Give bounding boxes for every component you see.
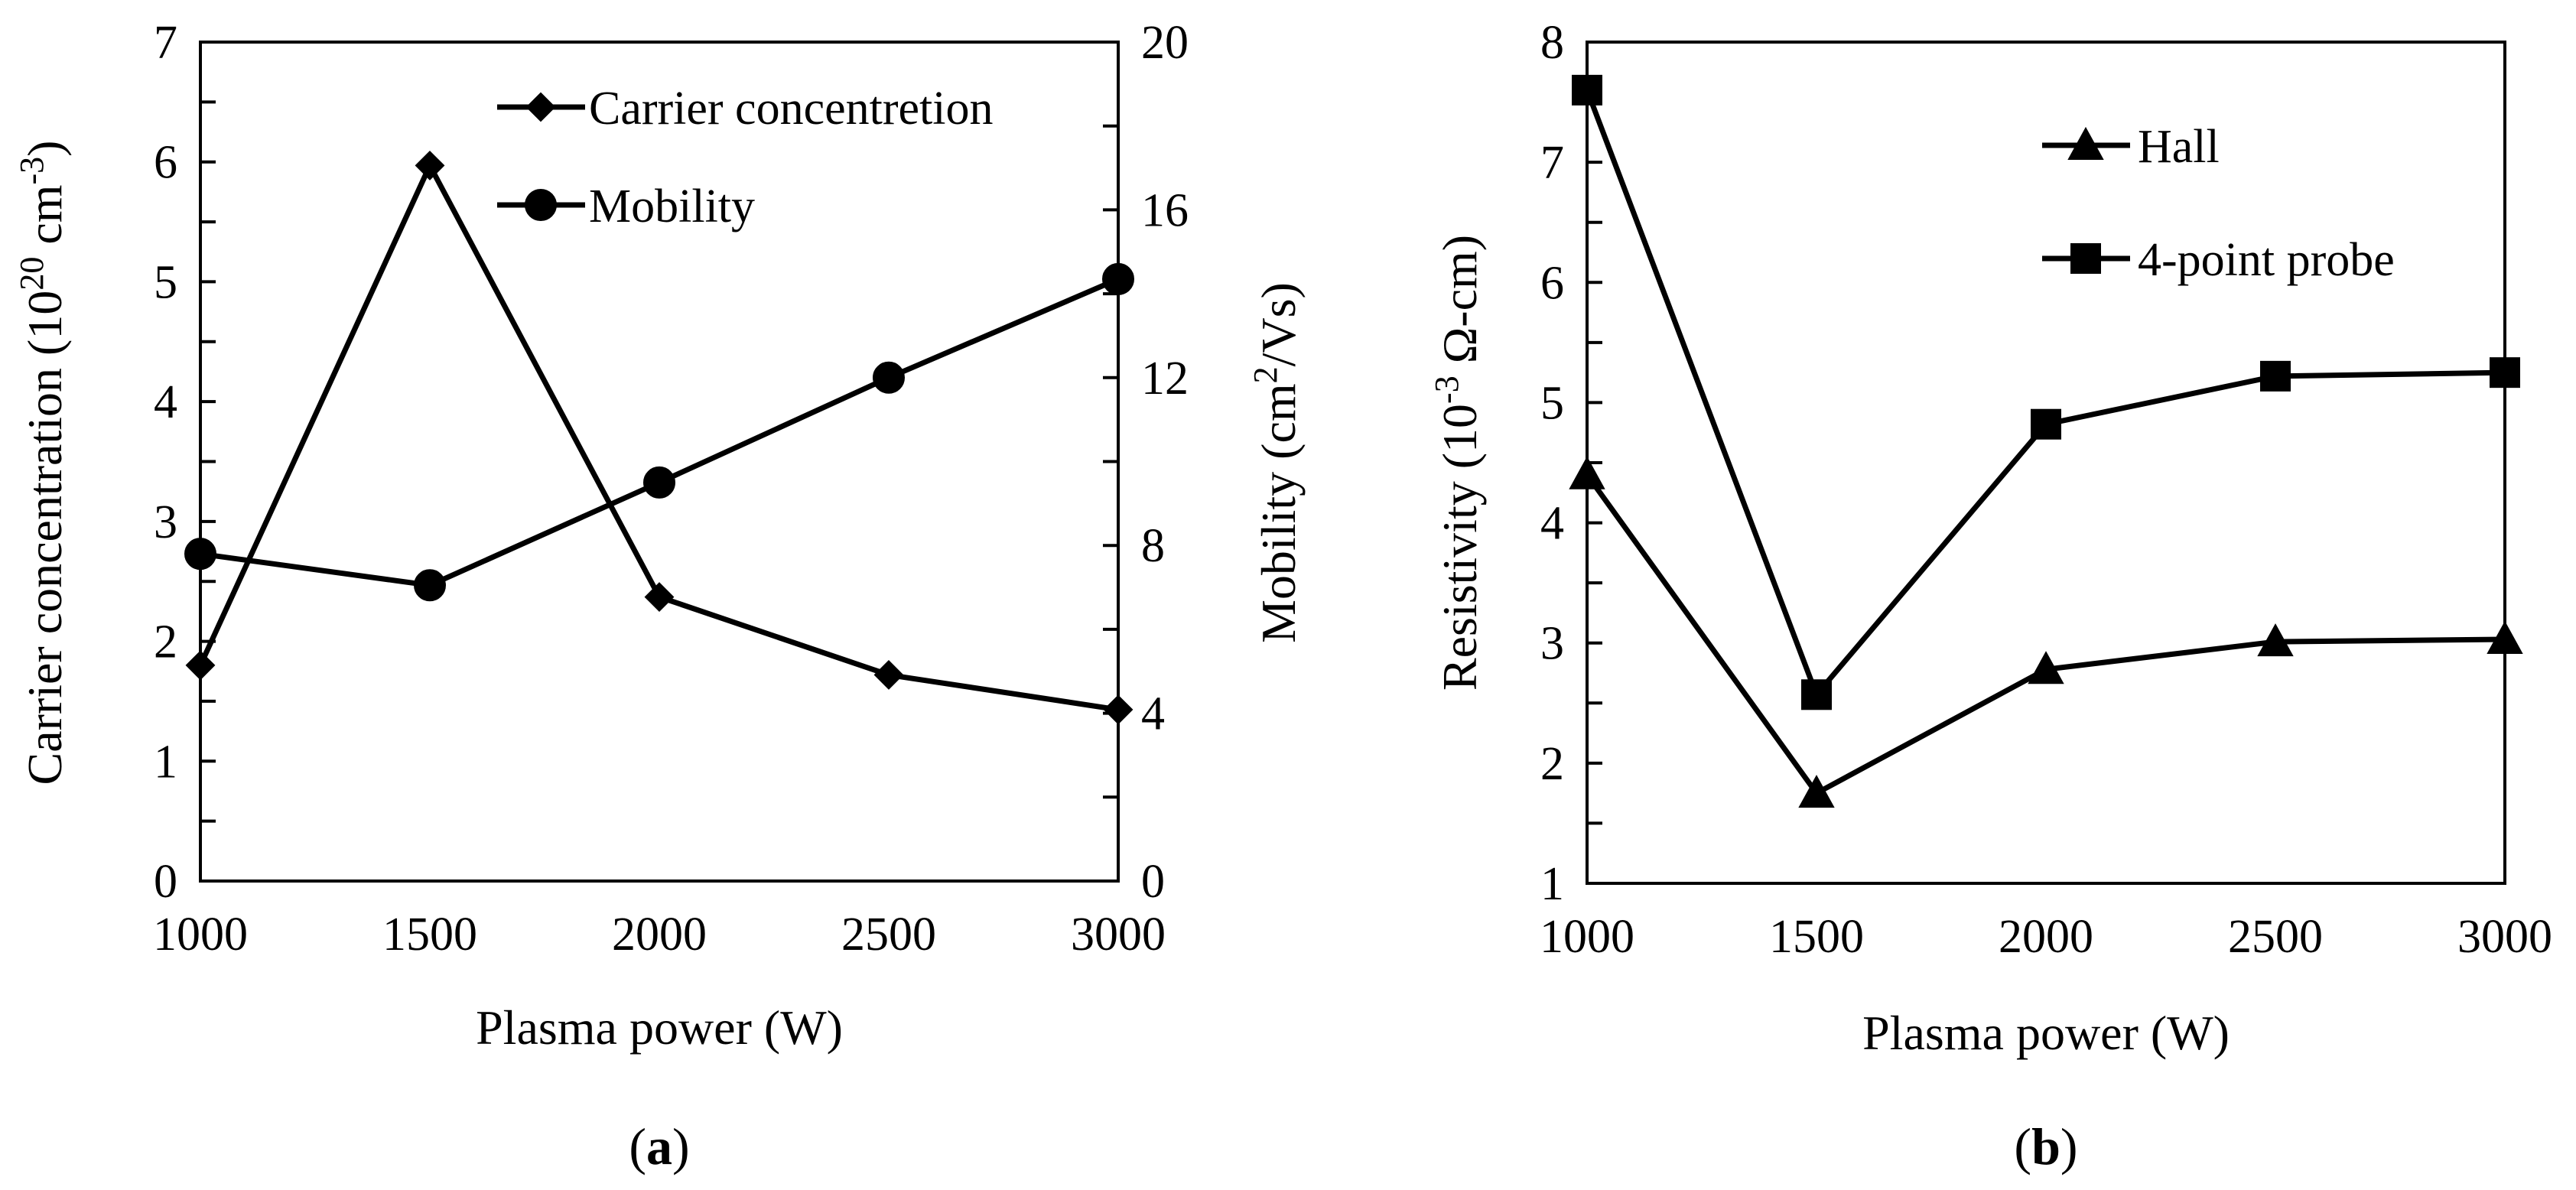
panel-a-left-y-tick-label: 0: [154, 856, 177, 908]
panel-a-right-y-tick-label: 0: [1141, 856, 1165, 908]
panel-a-mobility-line: [200, 276, 1120, 588]
panel-b-x-tick-label: 2000: [1999, 911, 2093, 963]
panel-b-x-axis-title: Plasma power (W): [1862, 1006, 2230, 1060]
panel-a-right-y-tick-label: 12: [1141, 353, 1189, 405]
panel-b-legend: Hall 4-point probe: [2042, 121, 2395, 286]
panel-b-left-y-tick-label: 7: [1540, 137, 1564, 189]
panel-b-hall-point: [2487, 620, 2523, 654]
panel-a-left-y-tick-label: 1: [154, 736, 177, 788]
panel-a-mobility-point: [1102, 262, 1134, 295]
panel-a-left-y-tick-label: 4: [154, 376, 177, 428]
panel-b-left-y-tick-label: 1: [1540, 858, 1564, 910]
panel-a-series: [184, 151, 1134, 725]
panel-b-hall-point: [2028, 651, 2064, 684]
panel-b-tick-labels: 1000 1500 2000 2500 3000 1 2 3 4 5 6 7 8: [1540, 17, 2552, 963]
panel-b-y-axis-title: Resistivity (10-3 Ω-cm): [1428, 235, 1487, 691]
panel-b-hall-point: [1569, 456, 1605, 489]
panel-a-left-y-tick-label: 2: [154, 616, 177, 668]
panel-a-caption: (a): [629, 1117, 689, 1175]
panel-a-mobility-point: [414, 569, 446, 602]
panel-b-left-y-tick-label: 8: [1540, 17, 1564, 69]
panel-a-carrier-concentretion-line: [197, 159, 1119, 713]
panel-a-mobility-point: [184, 538, 216, 571]
legend-mobility-circle-icon: [525, 189, 557, 221]
panel-b-4-point-probe-line: [1584, 89, 2506, 701]
legend-mobility-label: Mobility: [589, 180, 755, 232]
panel-b-x-tick-label: 3000: [2457, 911, 2552, 963]
panel-a-left-y-tick-label: 5: [154, 256, 177, 308]
panel-b-left-y-tick-label: 4: [1540, 498, 1564, 550]
panel-b-4-point-probe-point: [2490, 357, 2520, 389]
panel-b-plot-frame: [1586, 41, 2506, 885]
panel-b-hall-point: [2257, 623, 2294, 657]
panel-b-4-point-probe-point: [1801, 679, 1832, 710]
panel-a-left-y-tick-label: 6: [154, 137, 177, 189]
panel-b-x-tick-label: 2500: [2228, 911, 2323, 963]
panel-b: 1000 1500 2000 2500 3000 1 2 3 4 5 6 7 8 Plasma powe…: [1428, 17, 2552, 1175]
panel-a-carrier-concentretion-point: [185, 650, 216, 681]
panel-b-left-y-tick-label: 3: [1540, 618, 1564, 670]
legend-4pp-square-icon: [2070, 243, 2101, 274]
panel-a-x-tick-label: 1000: [153, 909, 248, 961]
panel-a-left-y-tick-label: 3: [154, 496, 177, 548]
panel-b-caption: (b): [2014, 1117, 2077, 1175]
panel-b-left-y-tick-label: 6: [1540, 257, 1564, 309]
panel-a-carrier-concentretion-point: [873, 660, 904, 690]
legend-carrier-diamond-icon: [525, 92, 556, 122]
panel-b-left-y-tick-label: 2: [1540, 738, 1564, 790]
panel-a-mobility-point: [873, 361, 905, 394]
panel-a-x-tick-label: 1500: [382, 909, 477, 961]
panel-b-4-point-probe-point: [2031, 408, 2061, 440]
panel-a-mobility-point: [643, 466, 675, 499]
panel-a-carrier-concentretion-point: [644, 582, 675, 613]
panel-a-x-tick-label: 3000: [1071, 909, 1166, 961]
panel-a-x-tick-label: 2000: [612, 909, 707, 961]
panel-a-right-y-tick-label: 20: [1141, 17, 1189, 69]
panel-a-carrier-concentretion-point: [1103, 694, 1134, 725]
panel-b-hall-point: [1798, 775, 1835, 808]
panel-a-carrier-concentretion-point: [415, 151, 445, 180]
legend-hall-triangle-icon: [2067, 126, 2104, 160]
panel-b-4-point-probe-point: [2260, 360, 2291, 392]
panel-b-x-tick-label: 1500: [1769, 911, 1864, 963]
panel-a-plot-frame: [199, 41, 1120, 883]
panel-b-series: [1569, 74, 2523, 808]
panel-a-right-y-tick-label: 8: [1141, 520, 1165, 572]
panel-b-x-tick-label: 1000: [1540, 911, 1634, 963]
legend-hall-label: Hall: [2138, 121, 2220, 173]
legend-4pp-label: 4-point probe: [2138, 234, 2395, 286]
legend-carrier-label: Carrier concentretion: [589, 83, 993, 135]
panel-a-legend: Carrier concentretion Mobility: [497, 83, 993, 232]
panel-a-x-axis-title: Plasma power (W): [476, 1000, 843, 1055]
panel-a-left-y-axis-title: Carrier concentration (1020 cm-3): [13, 141, 72, 785]
panel-a-left-y-tick-label: 7: [154, 17, 177, 69]
panel-a-right-y-tick-label: 16: [1141, 184, 1189, 236]
panel-a-x-tick-label: 2500: [841, 909, 936, 961]
panel-b-left-y-tick-label: 5: [1540, 377, 1564, 429]
panel-b-hall-line: [1585, 473, 2506, 797]
panel-a-ticks: [200, 100, 1118, 823]
panel-b-4-point-probe-point: [1572, 74, 1602, 106]
panel-a-right-y-axis-title: Mobility (cm2/Vs): [1247, 282, 1306, 643]
panel-a-right-y-tick-label: 4: [1141, 688, 1165, 740]
